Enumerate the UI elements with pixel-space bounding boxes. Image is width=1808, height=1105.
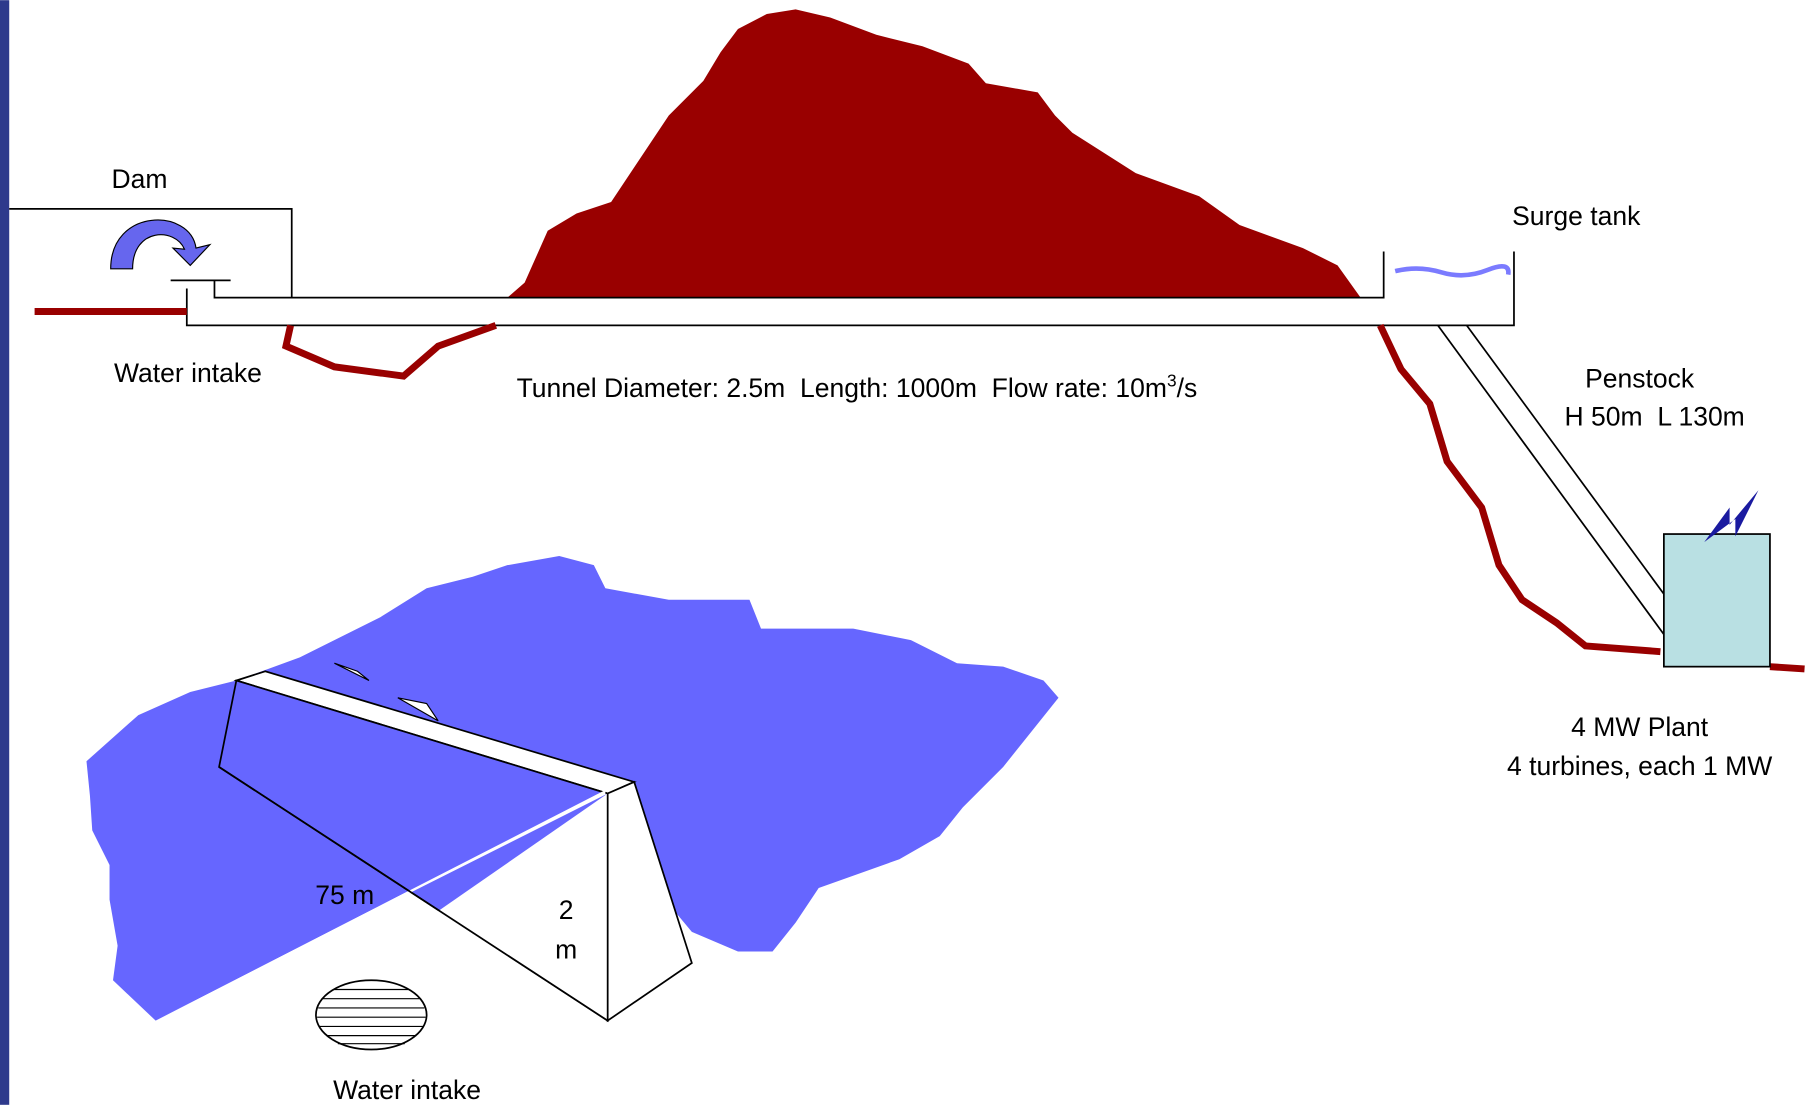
- penstock-line: [1465, 324, 1665, 595]
- weir-light: [155, 790, 608, 1021]
- power-plant: [1663, 533, 1771, 668]
- label: 4 MW Plant: [1571, 712, 1709, 742]
- tunnel-bottom: [185, 251, 1515, 327]
- tunnel-top: [213, 251, 1385, 299]
- intake-grate: [315, 979, 428, 1051]
- tunnel-label: Tunnel Diameter: 2.5m Length: 1000m Flow…: [517, 370, 1198, 402]
- label: 75 m: [315, 880, 374, 910]
- lightning: [1704, 490, 1759, 543]
- superscript: 3: [1167, 370, 1177, 390]
- label: Penstock: [1585, 364, 1695, 394]
- label: Tunnel Diameter: 2.5m Length: 1000m Flow…: [517, 373, 1167, 403]
- dam-outline: [9, 208, 293, 298]
- label: Surge tank: [1512, 201, 1641, 231]
- mountain: [507, 9, 1361, 298]
- flow-arrow: [110, 219, 212, 270]
- ripples: [334, 662, 439, 722]
- label: m: [555, 934, 577, 964]
- label: /s: [1177, 373, 1198, 403]
- pipes: [34, 308, 1805, 673]
- weir-light: [438, 793, 608, 1021]
- label: Water intake: [114, 358, 262, 388]
- label: Dam: [112, 164, 168, 194]
- label: 2: [559, 895, 574, 925]
- penstock-line: [1437, 324, 1665, 635]
- label: H 50m L 130m: [1564, 402, 1744, 432]
- label: Water intake: [333, 1075, 481, 1105]
- weir-edge: [218, 766, 609, 1022]
- grate-lines: [317, 988, 426, 1045]
- surge-water: [1394, 264, 1511, 278]
- label: 4 turbines, each 1 MW: [1507, 751, 1772, 781]
- side-bar: [0, 0, 10, 1105]
